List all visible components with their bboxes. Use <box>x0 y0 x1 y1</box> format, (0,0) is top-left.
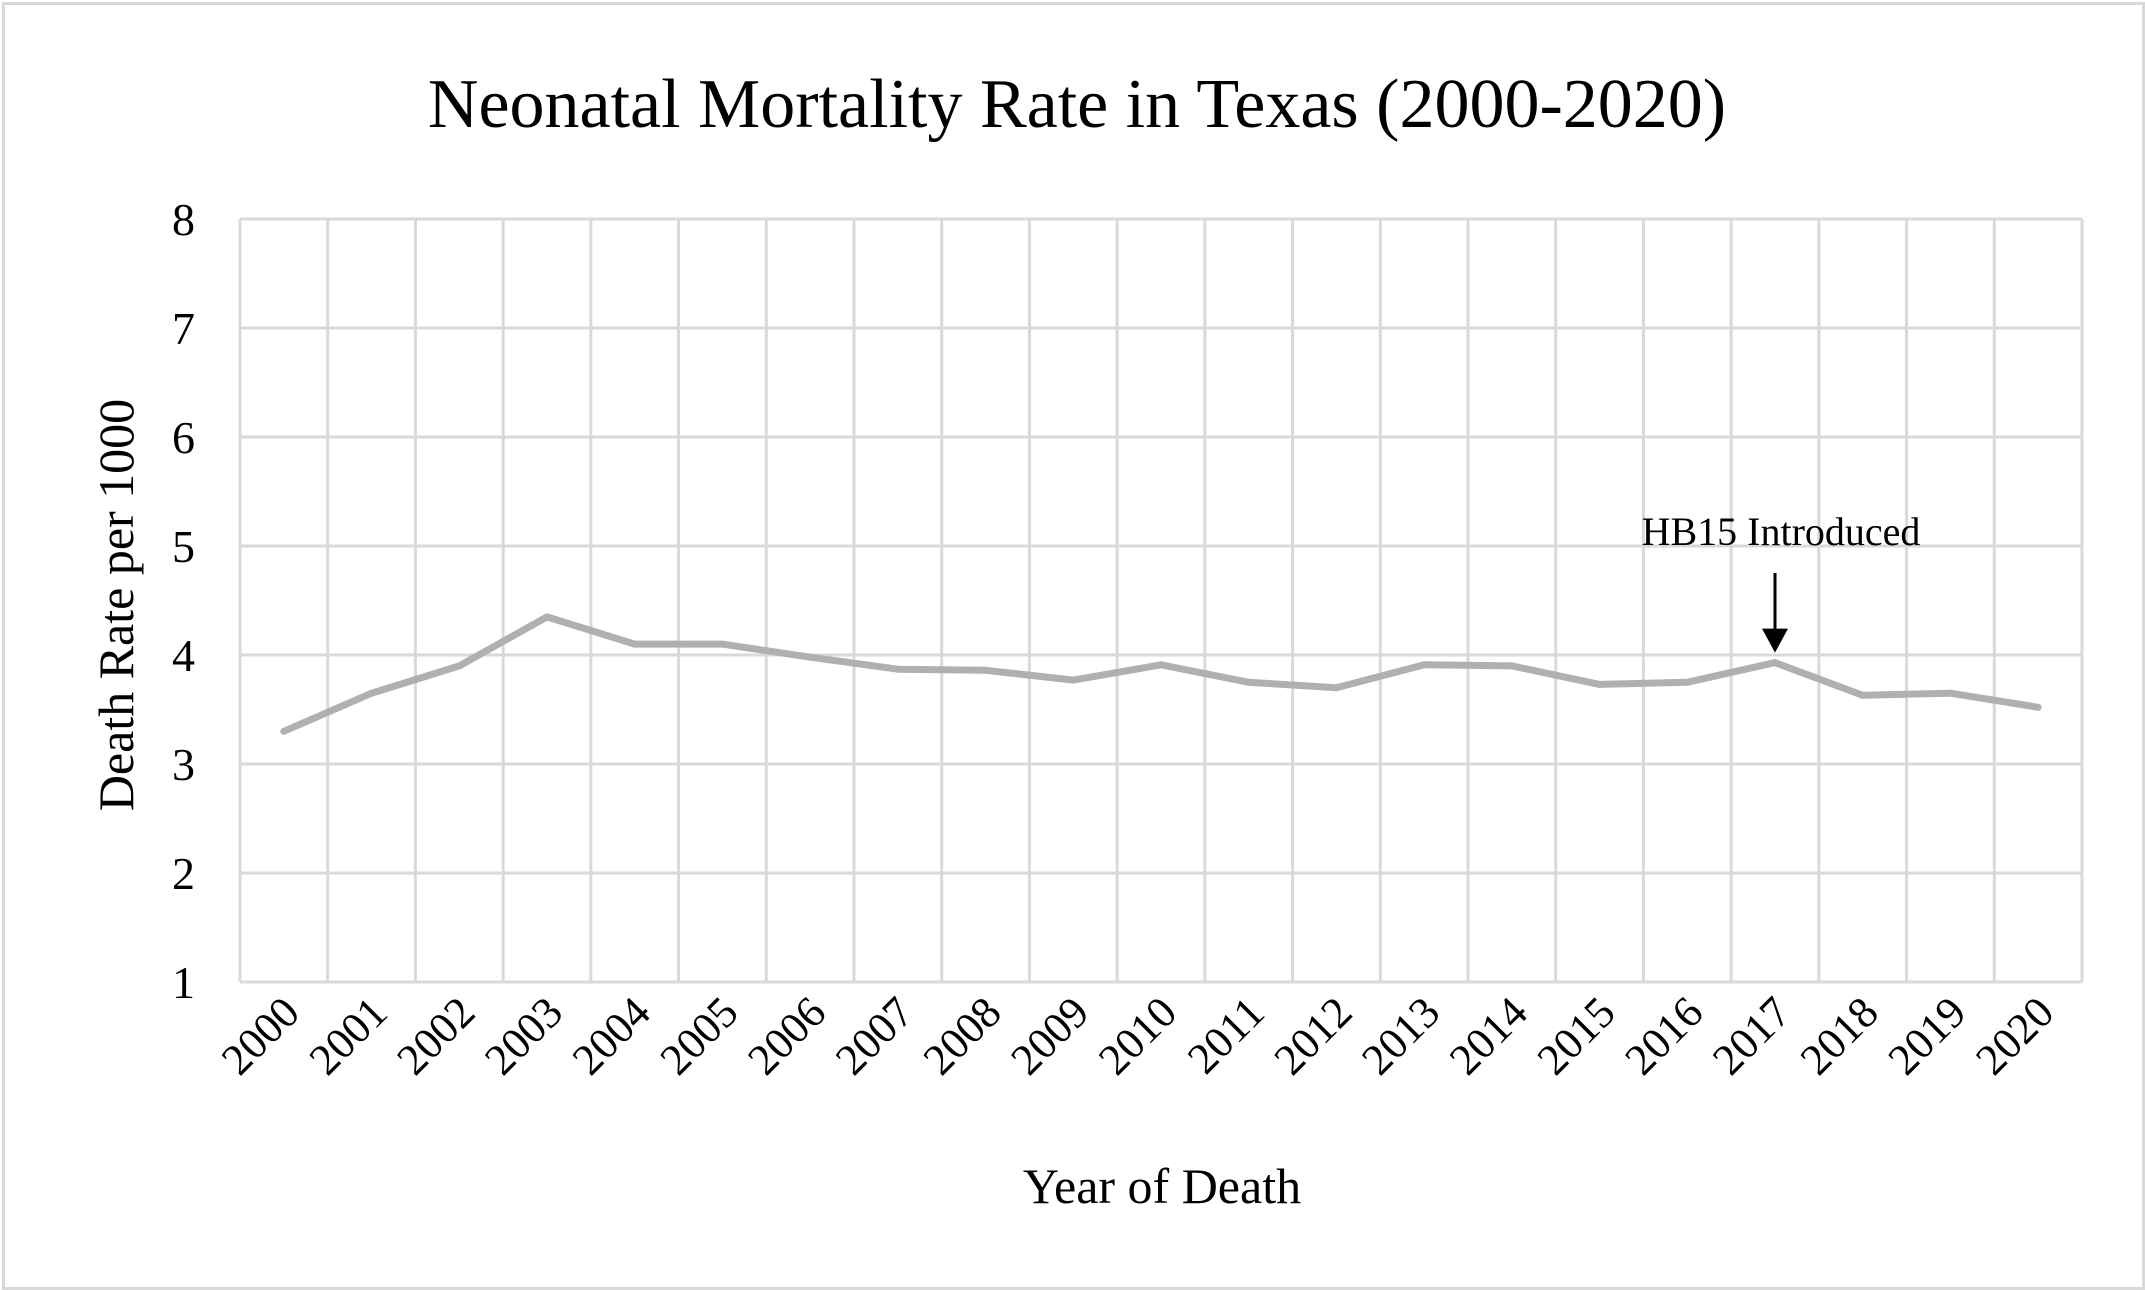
data-point <box>1420 661 1428 669</box>
data-point <box>1245 678 1253 686</box>
chart-title: Neonatal Mortality Rate in Texas (2000-2… <box>428 66 1726 143</box>
y-tick-label: 5 <box>172 521 195 572</box>
x-tick-label: 2019 <box>1879 987 1976 1084</box>
x-tick-label: 2007 <box>826 987 923 1084</box>
data-point <box>1859 691 1867 699</box>
series-layer <box>280 613 2042 735</box>
data-point <box>1508 662 1516 670</box>
data-point <box>368 689 376 697</box>
x-axis-ticks: 2000200120022003200420052006200720082009… <box>212 987 2063 1084</box>
data-point <box>280 727 288 735</box>
y-tick-label: 2 <box>172 848 195 899</box>
x-tick-label: 2004 <box>563 987 660 1084</box>
data-point <box>1069 676 1077 684</box>
data-point <box>806 653 814 661</box>
data-point <box>1596 680 1604 688</box>
y-axis-ticks: 1 2 3 4 5 6 7 8 <box>172 194 195 1008</box>
data-point <box>894 665 902 673</box>
x-tick-label: 2017 <box>1703 987 1800 1084</box>
data-point <box>543 613 551 621</box>
y-tick-label: 1 <box>172 957 195 1008</box>
data-point <box>1946 689 1954 697</box>
annotation-arrow-head <box>1762 628 1788 653</box>
x-tick-label: 2012 <box>1265 987 1362 1084</box>
line-chart: Neonatal Mortality Rate in Texas (2000-2… <box>88 66 2084 1214</box>
y-tick-label: 8 <box>172 194 195 245</box>
x-tick-label: 2020 <box>1966 987 2063 1084</box>
x-tick-label: 2003 <box>475 987 572 1084</box>
x-tick-label: 2014 <box>1440 987 1537 1084</box>
y-tick-label: 3 <box>172 739 195 790</box>
annotations: HB15 Introduced <box>1642 509 1921 653</box>
x-tick-label: 2009 <box>1001 987 1098 1084</box>
x-axis-label: Year of Death <box>1023 1158 1301 1214</box>
x-tick-label: 2013 <box>1352 987 1449 1084</box>
gridlines <box>238 217 2084 984</box>
annotation-label: HB15 Introduced <box>1642 509 1921 554</box>
y-tick-label: 4 <box>172 630 195 681</box>
data-point <box>2034 703 2042 711</box>
x-tick-label: 2016 <box>1615 987 1712 1084</box>
x-tick-label: 2005 <box>651 987 748 1084</box>
y-tick-label: 6 <box>172 412 195 463</box>
x-tick-label: 2000 <box>212 987 309 1084</box>
data-point <box>982 666 990 674</box>
data-point <box>1157 661 1165 669</box>
x-tick-label: 2015 <box>1528 987 1625 1084</box>
data-point <box>1332 684 1340 692</box>
x-tick-label: 2006 <box>738 987 835 1084</box>
x-tick-label: 2018 <box>1791 987 1888 1084</box>
x-tick-label: 2011 <box>1178 987 1274 1083</box>
data-point <box>1771 659 1779 667</box>
y-tick-label: 7 <box>172 303 195 354</box>
y-axis-label: Death Rate per 1000 <box>88 399 144 811</box>
data-point <box>1683 678 1691 686</box>
x-tick-label: 2001 <box>300 987 397 1084</box>
x-tick-label: 2010 <box>1089 987 1186 1084</box>
data-point <box>718 640 726 648</box>
x-tick-label: 2002 <box>387 987 484 1084</box>
data-point <box>455 662 463 670</box>
data-point <box>631 640 639 648</box>
x-tick-label: 2008 <box>914 987 1011 1084</box>
